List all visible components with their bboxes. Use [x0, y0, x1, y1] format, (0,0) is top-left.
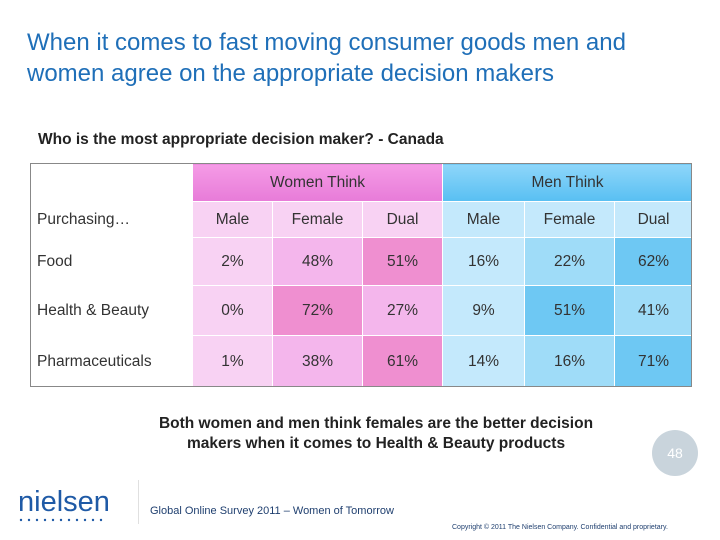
table-cell: 9%: [442, 285, 526, 336]
nielsen-logo: nielsen: [18, 487, 108, 522]
footer-separator: [138, 480, 139, 524]
takeaway-note: Both women and men think females are the…: [116, 414, 636, 454]
table-cell: 51%: [361, 237, 444, 286]
logo-dots: [19, 518, 103, 522]
takeaway-line-1: Both women and men think females are the…: [158, 415, 594, 432]
takeaway-line-2: makers when it comes to Health & Beauty …: [186, 435, 566, 452]
table-cell: 22%: [524, 237, 616, 286]
column-header: Male: [442, 201, 526, 238]
decision-maker-table: Women Think Men Think Purchasing… Male F…: [30, 163, 694, 388]
table-cell: 27%: [361, 285, 444, 336]
column-header: Female: [272, 201, 363, 238]
table-cell: 72%: [272, 285, 363, 336]
row-label-food: Food: [30, 237, 193, 286]
column-header: Male: [192, 201, 273, 238]
table-cell: 16%: [442, 237, 526, 286]
nielsen-wordmark: nielsen: [18, 487, 108, 518]
column-header: Dual: [361, 201, 444, 238]
table-cell: 1%: [192, 335, 273, 388]
copyright-notice: Copyright © 2011 The Nielsen Company. Co…: [452, 524, 668, 531]
table-cell: 2%: [192, 237, 273, 286]
column-header: Dual: [614, 201, 694, 238]
table-cell: 41%: [614, 285, 694, 336]
footer-source: Global Online Survey 2011 – Women of Tom…: [150, 505, 394, 517]
table-cell: 0%: [192, 285, 273, 336]
group-header-women: Women Think: [191, 163, 444, 202]
column-header: Female: [524, 201, 616, 238]
table-cell: 61%: [361, 335, 444, 388]
table-cell: 48%: [272, 237, 363, 286]
row-header-label: Purchasing…: [30, 201, 193, 238]
corner-cell: [30, 163, 193, 202]
table-cell: 14%: [442, 335, 526, 388]
table-subtitle: Who is the most appropriate decision mak…: [38, 131, 444, 148]
table-cell: 16%: [524, 335, 616, 388]
table-cell: 51%: [524, 285, 616, 336]
table-cell: 62%: [614, 237, 694, 286]
table-cell: 71%: [614, 335, 694, 388]
group-header-men: Men Think: [442, 163, 694, 202]
table-cell: 38%: [272, 335, 363, 388]
row-label-health-beauty: Health & Beauty: [30, 285, 193, 336]
row-label-pharmaceuticals: Pharmaceuticals: [30, 335, 193, 388]
page-number-badge: 48: [652, 430, 698, 476]
slide-title: When it comes to fast moving consumer go…: [27, 29, 626, 87]
